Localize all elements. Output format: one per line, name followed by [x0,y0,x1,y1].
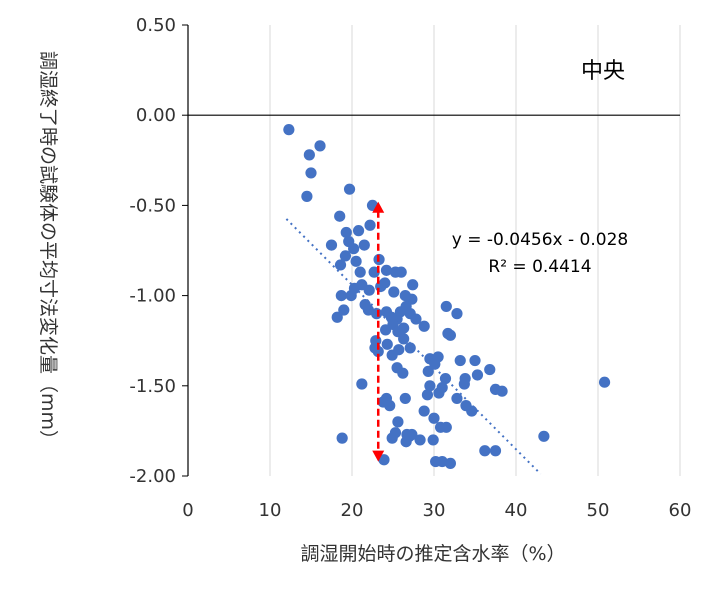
data-point [356,378,368,390]
data-point [363,284,375,296]
data-point [538,430,550,442]
data-point [371,308,383,320]
data-point [429,358,441,370]
data-point [418,405,430,417]
data-point [451,392,463,405]
y-tick-label: 0.50 [136,15,176,36]
data-point [444,457,456,469]
data-point [428,412,440,424]
data-point [340,226,352,239]
data-point [484,363,496,376]
range-arrow-head-bottom [372,450,385,462]
data-point [598,376,611,388]
data-point [422,365,434,377]
data-point [352,225,365,237]
trendline-equation: y = -0.0456x - 0.028 [452,230,628,250]
data-point [433,387,445,399]
data-point [386,349,398,361]
data-point [380,264,393,276]
x-axis-title: 調湿開始時の推定含水率（%） [300,543,565,565]
data-point [397,367,409,379]
data-point [414,434,426,446]
data-point [421,389,434,401]
data-point [469,354,481,367]
data-point [384,400,396,412]
y-axis-title: 調湿終了時の試験体の平均寸法変化量（mm） [37,51,59,449]
data-point [305,167,317,179]
data-point [471,369,484,381]
data-point [440,300,452,313]
data-point [392,416,404,428]
data-point [348,243,360,255]
trendline-r2: R² = 0.4414 [488,257,591,277]
data-point [334,259,347,271]
data-point [372,345,384,358]
y-tick-label: -0.50 [129,195,176,216]
grid-layer [269,25,681,476]
data-point [400,436,412,448]
data-point [496,385,508,397]
data-point [458,378,470,390]
data-point [439,372,452,385]
data-point [364,219,376,231]
axis-layer: 0 10 20 30 40 50 60 0.50 0.00 -0.50 -1.00 -1.50 -2.0… [129,15,691,521]
data-point [339,250,352,262]
data-point [388,286,400,298]
data-point [381,338,393,350]
data-point [378,454,390,466]
data-point [440,421,452,433]
data-point [334,210,346,222]
data-point [336,432,348,444]
range-arrow-head-top [372,201,385,213]
data-point [358,239,370,251]
data-point [407,279,419,291]
data-point [395,266,407,278]
data-point [338,304,350,316]
data-point [350,255,362,267]
y-tick-label: -1.50 [129,376,176,397]
data-point [424,380,436,392]
data-point [410,313,422,325]
y-tick-label: -1.00 [129,286,176,307]
data-point [301,190,313,202]
y-tick-label: -2.00 [129,466,176,487]
data-point [404,342,416,354]
data-point [398,333,410,345]
data-point [489,445,502,457]
data-point [331,311,343,323]
data-point [343,183,356,195]
data-point [303,149,315,161]
data-point [399,392,411,405]
labels: 中央 y = -0.0456x - 0.028 R² = 0.4414 調湿開始… [37,51,628,565]
data-point [479,445,491,457]
data-point [386,432,398,444]
x-tick-label: 30 [423,500,446,521]
x-tick-label: 40 [505,500,528,521]
range-arrow [372,201,385,462]
data-point [418,320,430,332]
x-tick-label: 20 [341,500,364,521]
data-point [451,308,463,320]
data-point [314,140,326,152]
data-point [466,405,478,417]
x-tick-label: 50 [587,500,610,521]
data-point [444,329,456,341]
data-point [354,266,366,278]
y-tick-label: 0.00 [136,105,176,126]
data-point [283,124,295,136]
x-tick-label: 0 [182,500,193,521]
data-points [283,124,611,469]
region-label: 中央 [581,59,625,84]
data-point [379,277,391,289]
data-point [335,290,347,302]
data-point [454,354,466,367]
data-point [368,266,380,278]
data-point [427,434,439,446]
data-point [325,239,338,251]
data-point [398,322,410,334]
x-tick-label: 10 [259,500,282,521]
x-tick-label: 60 [669,500,692,521]
